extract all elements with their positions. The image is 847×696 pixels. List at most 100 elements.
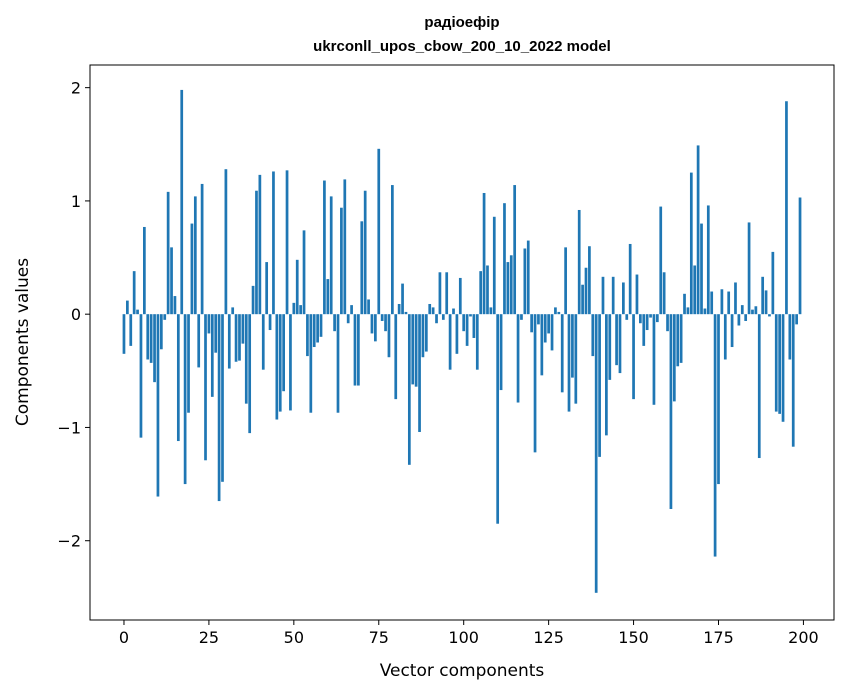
bar-58 <box>319 314 323 337</box>
bar-74 <box>374 314 377 342</box>
bar-121 <box>533 314 537 453</box>
x-tick-label: 100 <box>448 628 479 647</box>
bar-166 <box>686 307 690 315</box>
bar-16 <box>176 314 180 442</box>
bar-130 <box>564 247 567 315</box>
plot-background <box>90 65 834 620</box>
bar-92 <box>435 314 438 324</box>
bar-36 <box>244 314 248 404</box>
bar-21 <box>193 196 197 315</box>
bar-37 <box>248 314 252 434</box>
bar-88 <box>421 314 425 358</box>
bar-193 <box>778 314 781 414</box>
bar-39 <box>255 190 258 315</box>
bar-133 <box>574 314 578 404</box>
bar-103 <box>472 314 476 338</box>
bar-196 <box>788 314 792 360</box>
bar-66 <box>346 314 350 324</box>
bar-182 <box>740 305 744 315</box>
bar-3 <box>132 271 136 315</box>
x-tick-label: 0 <box>119 628 129 647</box>
bar-67 <box>350 305 353 315</box>
bar-153 <box>642 314 646 346</box>
bar-25 <box>207 314 211 334</box>
bar-106 <box>482 192 486 315</box>
bar-154 <box>645 314 649 331</box>
bar-86 <box>414 314 418 387</box>
bar-33 <box>234 314 238 362</box>
x-tick-label: 25 <box>199 628 219 647</box>
bar-143 <box>608 314 612 380</box>
bar-10 <box>156 314 160 497</box>
bar-69 <box>357 314 360 386</box>
bar-192 <box>774 314 778 412</box>
bar-28 <box>217 314 221 502</box>
bar-162 <box>672 314 676 402</box>
bar-62 <box>333 314 336 332</box>
bar-1 <box>126 300 129 315</box>
x-tick-label: 75 <box>369 628 389 647</box>
x-tick-label: 50 <box>284 628 304 647</box>
chart-title-line1: радіоефір <box>424 14 499 31</box>
bar-191 <box>771 251 775 315</box>
bar-79 <box>391 185 394 315</box>
bar-100 <box>462 314 466 332</box>
bar-65 <box>343 179 347 315</box>
bar-64 <box>340 207 343 315</box>
bar-24 <box>204 314 207 461</box>
plot-frame <box>89 64 835 621</box>
bar-116 <box>516 314 520 403</box>
chart-title-line2: ukrconll_upos_cbow_200_10_2022 model <box>313 38 611 55</box>
bar-75 <box>377 148 381 315</box>
bar-90 <box>428 303 432 315</box>
bar-159 <box>662 272 666 315</box>
bar-142 <box>605 314 608 436</box>
bar-54 <box>306 314 309 357</box>
bar-34 <box>238 314 241 361</box>
bar-185 <box>751 309 754 315</box>
x-tick-label: 125 <box>533 628 564 647</box>
bar-179 <box>730 314 734 348</box>
bar-135 <box>581 284 584 315</box>
bar-57 <box>316 314 319 343</box>
bar-30 <box>224 169 228 315</box>
bar-177 <box>723 314 727 360</box>
bar-76 <box>380 314 384 321</box>
bar-148 <box>625 314 629 320</box>
bar-157 <box>655 314 659 323</box>
bar-41 <box>261 314 265 370</box>
bar-98 <box>455 314 459 354</box>
bar-158 <box>659 206 663 315</box>
bar-139 <box>594 314 598 593</box>
bar-120 <box>530 314 533 333</box>
bar-38 <box>251 285 255 315</box>
bar-190 <box>768 314 771 317</box>
bar-160 <box>666 314 669 332</box>
bar-8 <box>149 314 153 363</box>
bar-131 <box>567 314 571 412</box>
y-tick-label: −2 <box>57 532 81 551</box>
bar-17 <box>180 89 184 315</box>
bar-5 <box>139 314 143 438</box>
bar-134 <box>577 209 581 315</box>
bar-125 <box>547 314 550 334</box>
bar-152 <box>639 314 642 324</box>
bar-147 <box>622 282 625 315</box>
bar-12 <box>163 314 167 320</box>
bar-112 <box>503 203 506 315</box>
bar-138 <box>591 314 595 357</box>
bar-80 <box>394 314 398 400</box>
bar-171 <box>703 308 707 315</box>
bar-4 <box>136 309 139 315</box>
bar-163 <box>676 314 680 367</box>
bar-46 <box>278 314 282 412</box>
bar-151 <box>635 274 639 315</box>
bar-23 <box>200 183 204 315</box>
bar-199 <box>798 197 802 315</box>
bar-140 <box>598 314 601 457</box>
y-tick-label: 1 <box>71 192 81 211</box>
bar-18 <box>183 314 187 485</box>
bar-82 <box>401 283 404 315</box>
bar-197 <box>791 314 795 447</box>
bars-group <box>122 89 802 593</box>
